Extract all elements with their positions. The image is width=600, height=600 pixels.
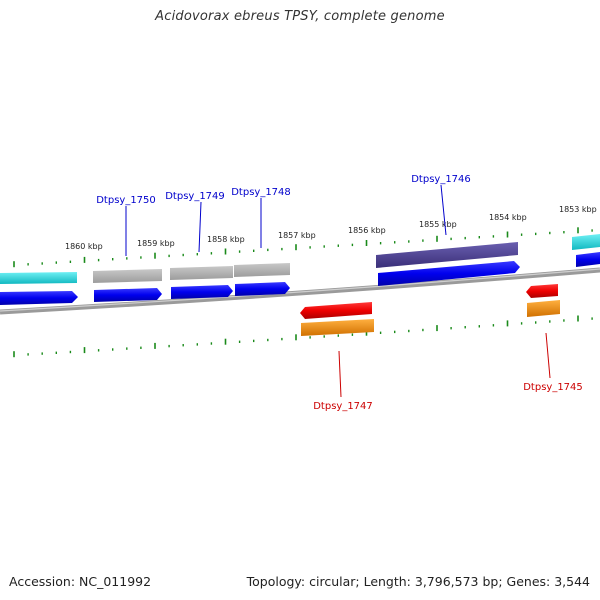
accession-text: Accession: NC_011992 xyxy=(9,574,152,589)
scale-label: 1855 kbp xyxy=(419,220,457,229)
gene-feature[interactable] xyxy=(93,269,162,283)
leader-line xyxy=(545,332,551,379)
leader-line xyxy=(338,350,342,398)
gene-feature[interactable] xyxy=(301,319,374,336)
cds-arrow[interactable] xyxy=(94,288,162,302)
scale-label: 1860 kbp xyxy=(65,242,103,251)
gene-feature[interactable] xyxy=(170,266,233,280)
cds-track-reverse xyxy=(300,284,558,319)
gene-track-forward xyxy=(0,234,600,284)
gene-feature[interactable] xyxy=(572,234,600,250)
scale-label: 1853 kbp xyxy=(559,205,597,214)
cds-arrow[interactable] xyxy=(0,291,78,305)
scale-label: 1858 kbp xyxy=(207,235,245,244)
gene-label[interactable]: Dtpsy_1748 xyxy=(231,187,291,198)
gene-label[interactable]: Dtpsy_1746 xyxy=(411,174,471,185)
genome-summary-text: Topology: circular; Length: 3,796,573 bp… xyxy=(246,574,590,589)
cds-arrow[interactable] xyxy=(171,285,233,299)
cds-track-forward xyxy=(0,252,600,305)
scale-label: 1859 kbp xyxy=(137,239,175,248)
cds-arrow[interactable] xyxy=(526,284,558,298)
genome-backbone xyxy=(0,267,600,315)
scale-ticks-lower xyxy=(13,315,593,358)
gene-label[interactable]: Dtpsy_1749 xyxy=(165,191,225,202)
cds-arrow[interactable] xyxy=(378,261,520,286)
scale-label: 1857 kbp xyxy=(278,231,316,240)
gene-feature[interactable] xyxy=(0,272,77,284)
gene-label[interactable]: Dtpsy_1750 xyxy=(96,195,156,206)
cds-arrow[interactable] xyxy=(576,252,600,267)
scale-label: 1854 kbp xyxy=(489,213,527,222)
gene-feature[interactable] xyxy=(527,300,560,317)
gene-label[interactable]: Dtpsy_1745 xyxy=(523,382,583,393)
leader-line xyxy=(198,201,202,253)
scale-label: 1856 kbp xyxy=(348,226,386,235)
leader-line xyxy=(440,184,447,236)
gene-label[interactable]: Dtpsy_1747 xyxy=(313,401,373,412)
gene-track-reverse xyxy=(301,300,560,336)
gene-feature[interactable] xyxy=(376,242,518,268)
cds-arrow[interactable] xyxy=(300,302,372,319)
map-title: Acidovorax ebreus TPSY, complete genome xyxy=(155,9,445,24)
scale-ticks-upper xyxy=(13,227,593,268)
gene-feature[interactable] xyxy=(234,263,290,277)
cds-arrow[interactable] xyxy=(235,282,290,296)
